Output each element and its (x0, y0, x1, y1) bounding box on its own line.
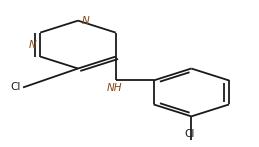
Text: N: N (82, 16, 90, 26)
Text: NH: NH (106, 83, 122, 93)
Text: Cl: Cl (10, 82, 20, 92)
Text: N: N (28, 40, 36, 50)
Text: Cl: Cl (184, 129, 195, 139)
